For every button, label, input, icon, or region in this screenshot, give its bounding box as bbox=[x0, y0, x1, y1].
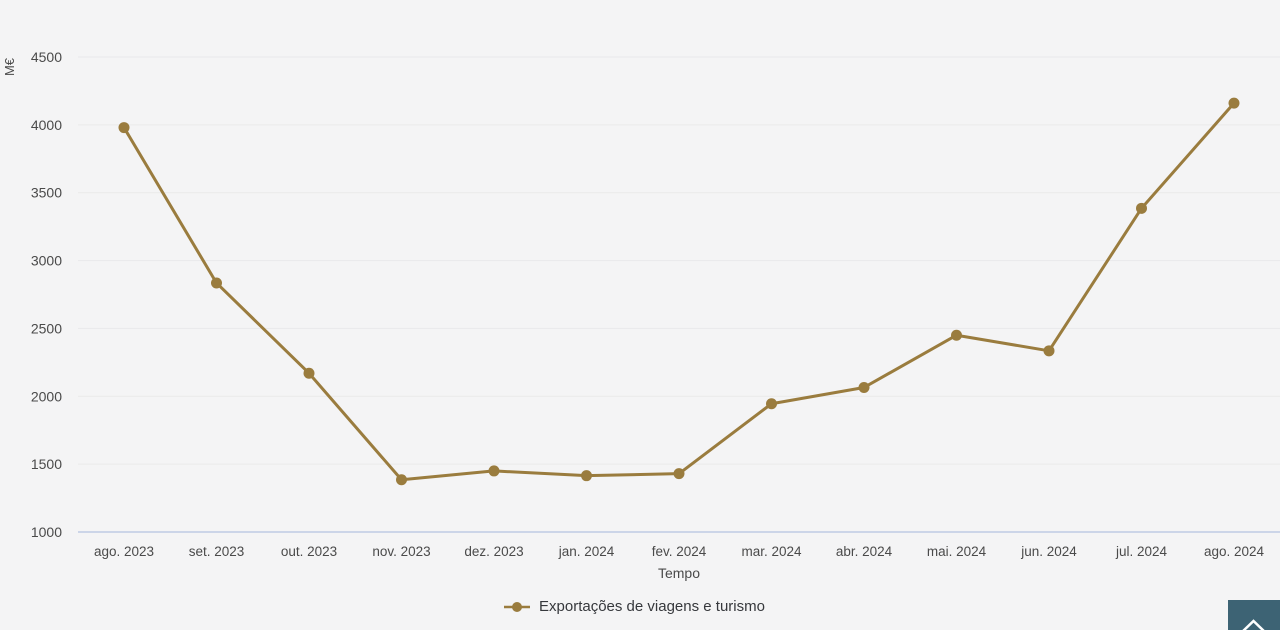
data-point-set-2023[interactable] bbox=[211, 277, 222, 289]
series-line-exportações-de-viagens-e-turismo bbox=[122, 101, 1236, 482]
x-tick-label-jan-2024: jan. 2024 bbox=[558, 544, 615, 559]
y-tick-label-1500: 1500 bbox=[31, 456, 62, 472]
data-point-out-2023[interactable] bbox=[303, 367, 315, 379]
x-tick-label-ago-2023: ago. 2023 bbox=[94, 544, 154, 559]
y-tick-label-2500: 2500 bbox=[31, 320, 62, 336]
y-tick-label-2000: 2000 bbox=[31, 388, 62, 404]
x-tick-label-dez-2023: dez. 2023 bbox=[464, 544, 523, 559]
x-tick-label-abr-2024: abr. 2024 bbox=[836, 544, 893, 559]
legend-item-exportacoes[interactable]: Exportações de viagens e turismo bbox=[503, 597, 765, 617]
data-point-jun-2024[interactable] bbox=[1043, 345, 1055, 357]
x-tick-label-set-2023: set. 2023 bbox=[189, 544, 245, 559]
x-tick-label-mai-2024: mai. 2024 bbox=[927, 544, 987, 559]
data-point-mai-2024[interactable] bbox=[951, 329, 962, 341]
x-tick-label-nov-2023: nov. 2023 bbox=[372, 544, 430, 559]
y-tick-label-3000: 3000 bbox=[31, 253, 62, 269]
legend-line-marker-icon bbox=[504, 602, 531, 612]
data-point-dez-2023[interactable] bbox=[488, 465, 500, 477]
x-tick-label-mar-2024: mar. 2024 bbox=[741, 544, 802, 559]
line-chart: 1000 1500 2000 2500 3000 3500 4000 4500 M€ ago. 2… bbox=[2, 49, 1280, 581]
data-point-ago-2023[interactable] bbox=[118, 122, 130, 134]
x-tick-label-fev-2024: fev. 2024 bbox=[652, 544, 707, 559]
y-tick-label-4000: 4000 bbox=[31, 117, 62, 133]
chevron-up-icon bbox=[1242, 619, 1265, 630]
x-tick-label-ago-2024: ago. 2024 bbox=[1204, 544, 1265, 559]
y-tick-label-1000: 1000 bbox=[31, 524, 62, 540]
x-axis-title: Tempo bbox=[658, 565, 700, 581]
y-tick-label-3500: 3500 bbox=[31, 185, 62, 201]
data-point-fev-2024[interactable] bbox=[673, 468, 685, 480]
y-axis-unit-label: M€ bbox=[2, 57, 17, 76]
x-tick-label-jun-2024: jun. 2024 bbox=[1020, 544, 1077, 559]
data-point-abr-2024[interactable] bbox=[858, 381, 870, 393]
x-tick-label-jul-2024: jul. 2024 bbox=[1115, 544, 1168, 559]
legend-item-label: Exportações de viagens e turismo bbox=[539, 598, 765, 615]
x-tick-label-out-2023: out. 2023 bbox=[281, 544, 337, 559]
chart-legend: Exportações de viagens e turismo bbox=[0, 597, 1268, 617]
data-point-nov-2023[interactable] bbox=[396, 474, 407, 486]
data-point-jul-2024[interactable] bbox=[1136, 202, 1147, 214]
data-point-ago-2024[interactable] bbox=[1228, 97, 1240, 109]
data-point-jan-2024[interactable] bbox=[581, 470, 592, 482]
data-point-mar-2024[interactable] bbox=[766, 398, 777, 410]
scroll-to-top-button[interactable] bbox=[1228, 600, 1280, 630]
y-tick-label-4500: 4500 bbox=[31, 49, 62, 65]
